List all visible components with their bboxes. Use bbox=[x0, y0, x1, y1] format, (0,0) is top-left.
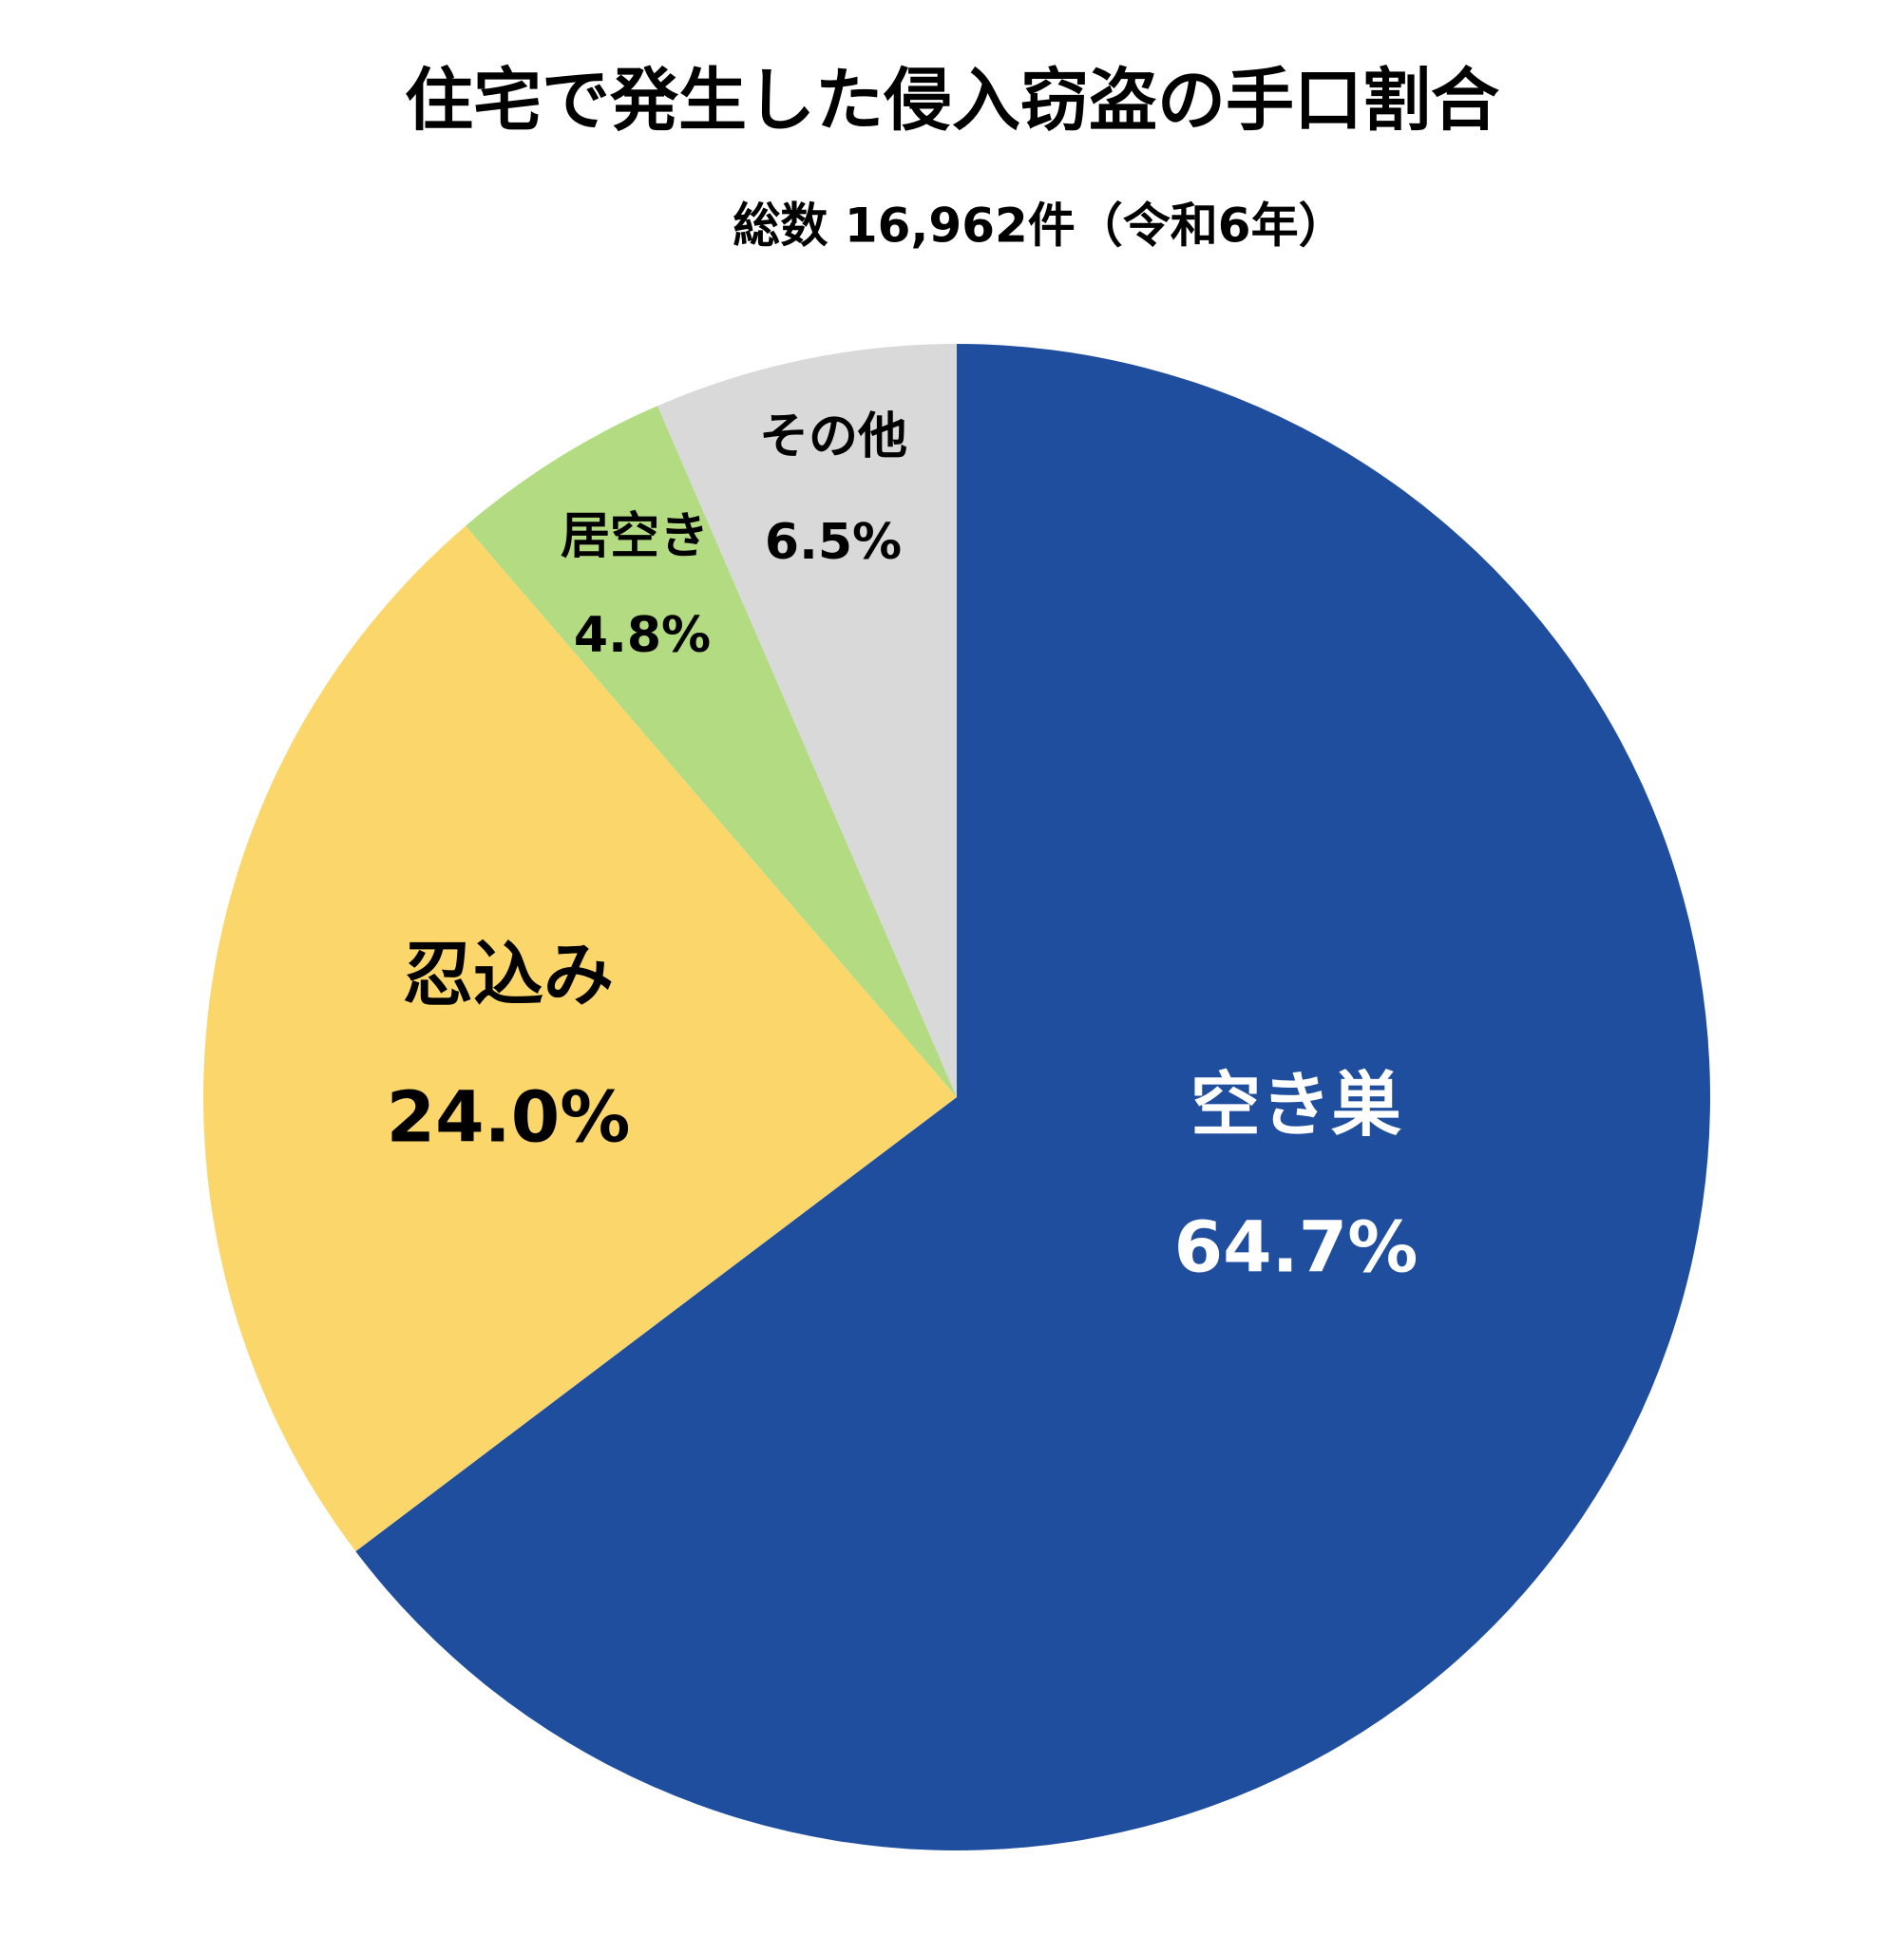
slice-value-label: 6.5% bbox=[765, 514, 902, 571]
pie-slice bbox=[355, 344, 1710, 1850]
pie-slice bbox=[657, 344, 957, 1097]
slice-value-label: 4.8% bbox=[574, 607, 711, 664]
chart-subtitle: 総数 16,962件（令和6年） bbox=[733, 199, 1345, 254]
slice-value-label: 24.0% bbox=[387, 1077, 631, 1159]
slice-label: 忍込み bbox=[403, 935, 614, 1016]
chart-title: 住宅で発生した侵入窃盗の手口割合 bbox=[405, 61, 1499, 141]
pie-slice bbox=[202, 525, 957, 1552]
slice-label: 空き巣 bbox=[1190, 1065, 1401, 1147]
slice-label: 居空き bbox=[561, 508, 709, 565]
slice-value-label: 64.7% bbox=[1174, 1207, 1418, 1289]
pie-slice bbox=[466, 406, 958, 1097]
slice-label: その他 bbox=[759, 408, 907, 465]
